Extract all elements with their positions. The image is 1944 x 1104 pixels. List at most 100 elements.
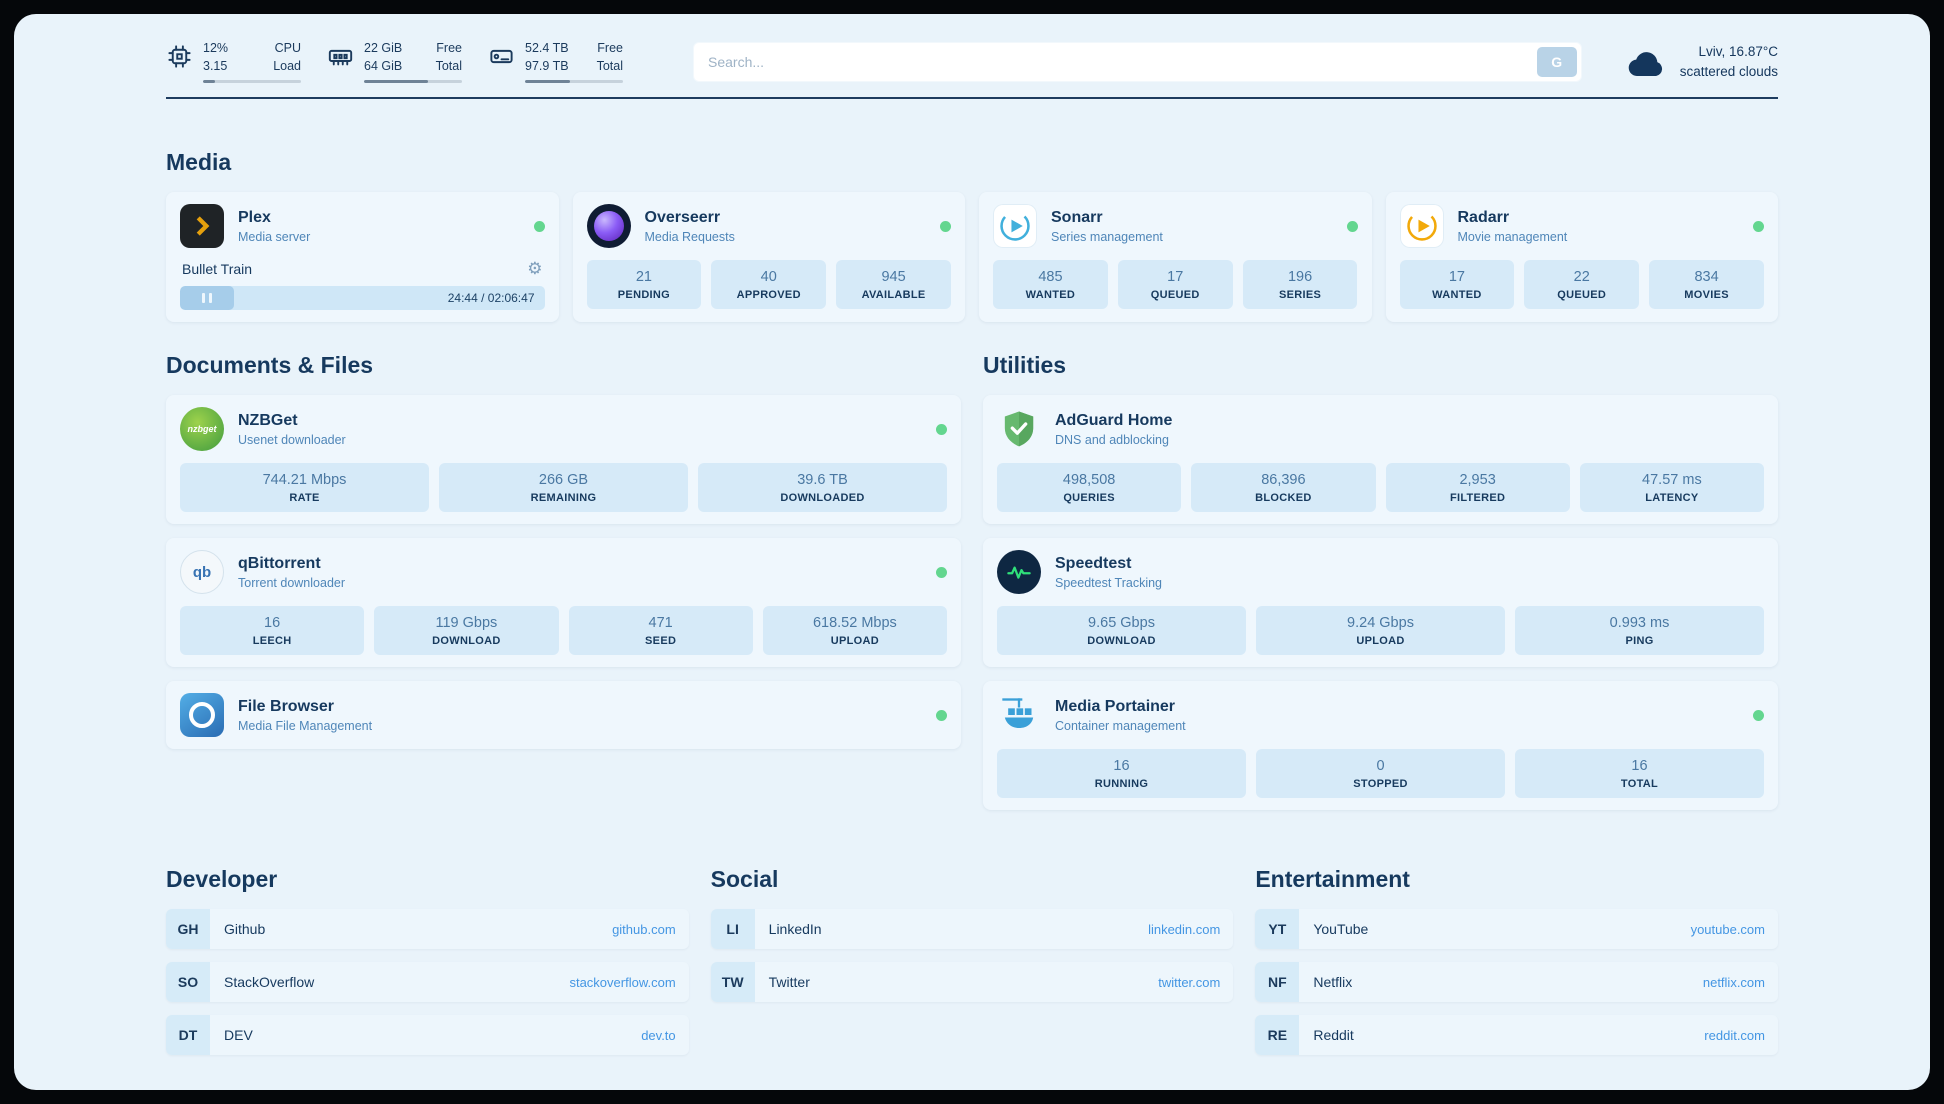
service-subtitle: Movie management: [1457, 229, 1568, 244]
memory-label-bottom: Total: [435, 58, 462, 73]
section-title-social: Social: [710, 866, 779, 892]
stat-leech: 16 LEECH: [180, 606, 365, 655]
stat-wanted: 17 WANTED: [1399, 260, 1515, 309]
bookmark-link: linkedin.com: [1148, 921, 1221, 937]
stat-download: 119 Gbps DOWNLOAD: [374, 606, 559, 655]
bookmark-name: Github: [224, 921, 266, 937]
cpu-label-top: CPU: [274, 41, 301, 55]
media-card-grid: Plex Media server Bullet Train ⚙ 24:44 /…: [166, 192, 1778, 322]
memory-widget: 22 GiB Free 64 GiB Total: [327, 40, 462, 83]
bookmark-link: youtube.com: [1690, 921, 1765, 937]
sonarr-icon: [993, 204, 1037, 248]
bookmark-twitter[interactable]: TW Twitter twitter.com: [710, 962, 1234, 1002]
memory-total: 64 GiB: [364, 58, 403, 73]
stat-upload: 618.52 Mbps UPLOAD: [762, 606, 947, 655]
weather-condition: scattered clouds: [1679, 64, 1778, 80]
bookmark-abbr: LI: [710, 909, 755, 949]
plex-icon: [180, 204, 224, 248]
service-card-speedtest[interactable]: Speedtest Speedtest Tracking 9.65 Gbps DO…: [983, 538, 1778, 667]
speedtest-pulse-icon: [997, 550, 1041, 594]
stat-pending: 21 PENDING: [586, 260, 702, 309]
cpu-chip-icon: [166, 43, 193, 70]
stat-queries: 498,508 QUERIES: [997, 463, 1182, 512]
bookmark-youtube[interactable]: YT YouTube youtube.com: [1255, 909, 1778, 949]
bookmark-github[interactable]: GH Github github.com: [166, 909, 689, 949]
service-card-plex[interactable]: Plex Media server Bullet Train ⚙ 24:44 /…: [166, 192, 559, 322]
memory-label-top: Free: [436, 41, 462, 55]
cpu-widget: 12% CPU 3.15 Load: [166, 40, 301, 83]
status-dot: [1753, 709, 1764, 721]
bookmark-linkedin[interactable]: LI LinkedIn linkedin.com: [710, 909, 1234, 949]
gear-icon[interactable]: ⚙: [527, 259, 543, 278]
search-bar: G: [693, 42, 1582, 82]
service-subtitle: Usenet downloader: [238, 432, 346, 447]
cloud-icon: [1626, 46, 1668, 78]
stat-available: 945 AVAILABLE: [836, 260, 951, 309]
playback-progress-bar: 24:44 / 02:06:47: [180, 286, 545, 310]
search-provider-button[interactable]: G: [1536, 47, 1577, 77]
bookmark-stackoverflow[interactable]: SO StackOverflow stackoverflow.com: [166, 962, 689, 1002]
service-card-sonarr[interactable]: Sonarr Series management 485 WANTED 17 QUE…: [979, 192, 1372, 322]
bookmark-group-social: Social LI LinkedIn linkedin.com TW Twitt…: [710, 866, 1234, 1015]
bookmark-link: twitter.com: [1158, 974, 1221, 990]
stat-movies: 834 MOVIES: [1649, 260, 1764, 309]
disk-drive-icon: [488, 43, 515, 70]
bookmark-name: Netflix: [1313, 974, 1353, 990]
service-card-portainer[interactable]: Media Portainer Container management 16 R…: [983, 681, 1778, 810]
status-dot: [533, 220, 545, 232]
cpu-load: 3.15: [203, 58, 228, 73]
service-name: Sonarr: [1051, 208, 1103, 226]
bookmark-abbr: GH: [166, 909, 210, 949]
section-title-developer: Developer: [166, 866, 278, 892]
stat-seed: 471 SEED: [568, 606, 753, 655]
stat-stopped: 0 STOPPED: [1256, 749, 1505, 798]
service-subtitle: Media Requests: [644, 229, 735, 244]
radarr-icon: [1399, 204, 1444, 248]
bookmark-name: StackOverflow: [224, 974, 315, 990]
middle-columns: Documents & Files nzbget NZBGet Usenet d…: [166, 352, 1778, 810]
service-name: Plex: [238, 208, 271, 226]
weather-widget: Lviv, 16.87°C scattered clouds: [1626, 42, 1778, 83]
bookmark-link: dev.to: [641, 1027, 676, 1043]
bookmark-abbr: SO: [166, 962, 210, 1002]
service-subtitle: Media server: [238, 229, 311, 244]
stat-series: 196 SERIES: [1242, 260, 1358, 309]
service-subtitle: Media File Management: [238, 718, 373, 733]
nzbget-icon: nzbget: [180, 407, 224, 451]
bookmark-name: Reddit: [1313, 1027, 1354, 1043]
service-name: Overseerr: [644, 208, 721, 226]
pause-button[interactable]: [180, 286, 234, 310]
utilities-column: Utilities AdGuard Home DNS and adblockin…: [983, 352, 1778, 810]
service-card-qbittorrent[interactable]: qb qBittorrent Torrent downloader 16 LEEC…: [166, 538, 961, 667]
playback-time: 24:44 / 02:06:47: [447, 291, 535, 305]
stat-downloaded: 39.6 TB DOWNLOADED: [698, 463, 947, 512]
service-card-filebrowser[interactable]: File Browser Media File Management: [166, 681, 961, 749]
disk-free: 52.4 TB: [525, 41, 569, 55]
service-subtitle: DNS and adblocking: [1055, 432, 1169, 447]
overseerr-icon: [586, 204, 631, 248]
bookmark-group-developer: Developer GH Github github.com SO StackO…: [166, 866, 689, 1068]
service-card-overseerr[interactable]: Overseerr Media Requests 21 PENDING 40 APP…: [572, 192, 965, 322]
service-name: Radarr: [1457, 208, 1510, 226]
bookmark-abbr: RE: [1255, 1015, 1300, 1055]
status-dot: [1346, 220, 1358, 232]
search-input[interactable]: [693, 42, 1582, 82]
service-name: File Browser: [238, 697, 335, 715]
service-card-adguard[interactable]: AdGuard Home DNS and adblocking 498,508 Q…: [983, 395, 1778, 524]
cpu-progress-bar: [203, 80, 301, 83]
bookmark-dev[interactable]: DT DEV dev.to: [166, 1015, 689, 1055]
bookmark-netflix[interactable]: NF Netflix netflix.com: [1255, 962, 1778, 1002]
stat-total: 16 TOTAL: [1515, 749, 1764, 798]
service-card-radarr[interactable]: Radarr Movie management 17 WANTED 22 QUEUE…: [1385, 192, 1778, 322]
bookmark-link: github.com: [612, 921, 676, 937]
disk-total: 97.9 TB: [525, 58, 569, 73]
bookmark-reddit[interactable]: RE Reddit reddit.com: [1255, 1015, 1778, 1055]
status-dot: [936, 423, 947, 435]
disk-label-bottom: Total: [596, 58, 623, 73]
service-name: Speedtest: [1055, 554, 1132, 572]
bookmark-abbr: NF: [1255, 962, 1300, 1002]
portainer-whale-icon: [997, 693, 1041, 737]
service-card-nzbget[interactable]: nzbget NZBGet Usenet downloader 744.21 M…: [166, 395, 961, 524]
cpu-percent: 12%: [203, 41, 229, 55]
dashboard-page: 12% CPU 3.15 Load 22 GiB: [14, 14, 1930, 1090]
